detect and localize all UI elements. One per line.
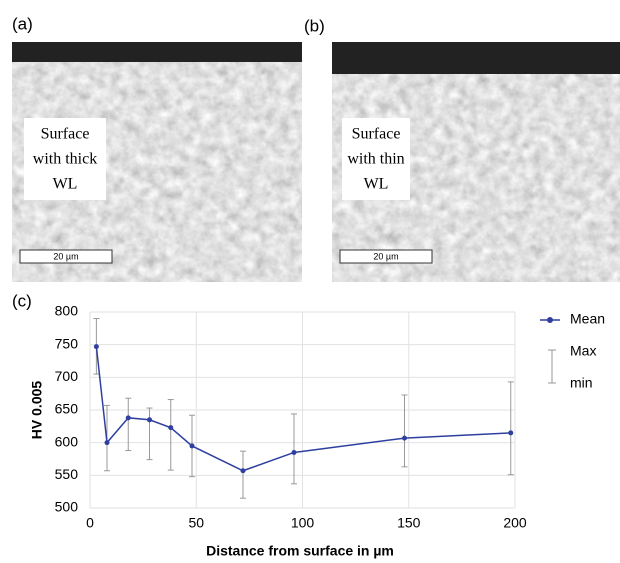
x-tick-label: 150 (397, 515, 421, 531)
point (104, 440, 110, 446)
panel-label: (b) (304, 16, 325, 35)
overlay-text: Surface (41, 126, 90, 143)
overlay-text: WL (364, 176, 389, 193)
y-axis-label: HV 0.005 (29, 381, 45, 440)
overlay-text: with thick (33, 151, 97, 168)
point (291, 449, 297, 455)
x-tick-label: 50 (188, 515, 204, 531)
overlay-text: with thin (347, 151, 404, 168)
micrograph-b (332, 42, 620, 282)
y-tick-label: 600 (55, 433, 79, 449)
point (168, 425, 174, 431)
overlay-text: Surface (352, 126, 401, 143)
y-tick-label: 750 (55, 335, 79, 351)
legend-marker (547, 317, 553, 323)
legend-label: Max (570, 343, 596, 359)
point (189, 443, 195, 449)
legend-label: Mean (570, 311, 605, 327)
point (147, 417, 152, 423)
y-tick-label: 550 (55, 466, 79, 482)
overlay-text: WL (53, 176, 78, 193)
scale-bar-label: 20 µm (53, 251, 78, 261)
x-tick-label: 100 (291, 515, 315, 531)
x-axis-label: Distance from surface in µm (206, 543, 394, 559)
point (508, 430, 514, 436)
line (95, 346, 511, 472)
scale-bar-label: 20 µm (373, 251, 398, 261)
x-tick-label: 0 (86, 515, 94, 531)
point (93, 344, 99, 350)
y-tick-label: 500 (55, 499, 79, 515)
legend-label: min (570, 375, 593, 391)
panel-label: (c) (12, 291, 32, 310)
x-tick-label: 200 (503, 515, 527, 531)
y-tick-label: 700 (55, 368, 79, 384)
micrograph-a (12, 42, 302, 282)
panel-label: (a) (12, 14, 33, 33)
y-tick-label: 650 (55, 401, 79, 417)
point (402, 435, 407, 441)
point (125, 415, 131, 421)
y-tick-label: 800 (55, 303, 79, 319)
point (240, 468, 246, 474)
